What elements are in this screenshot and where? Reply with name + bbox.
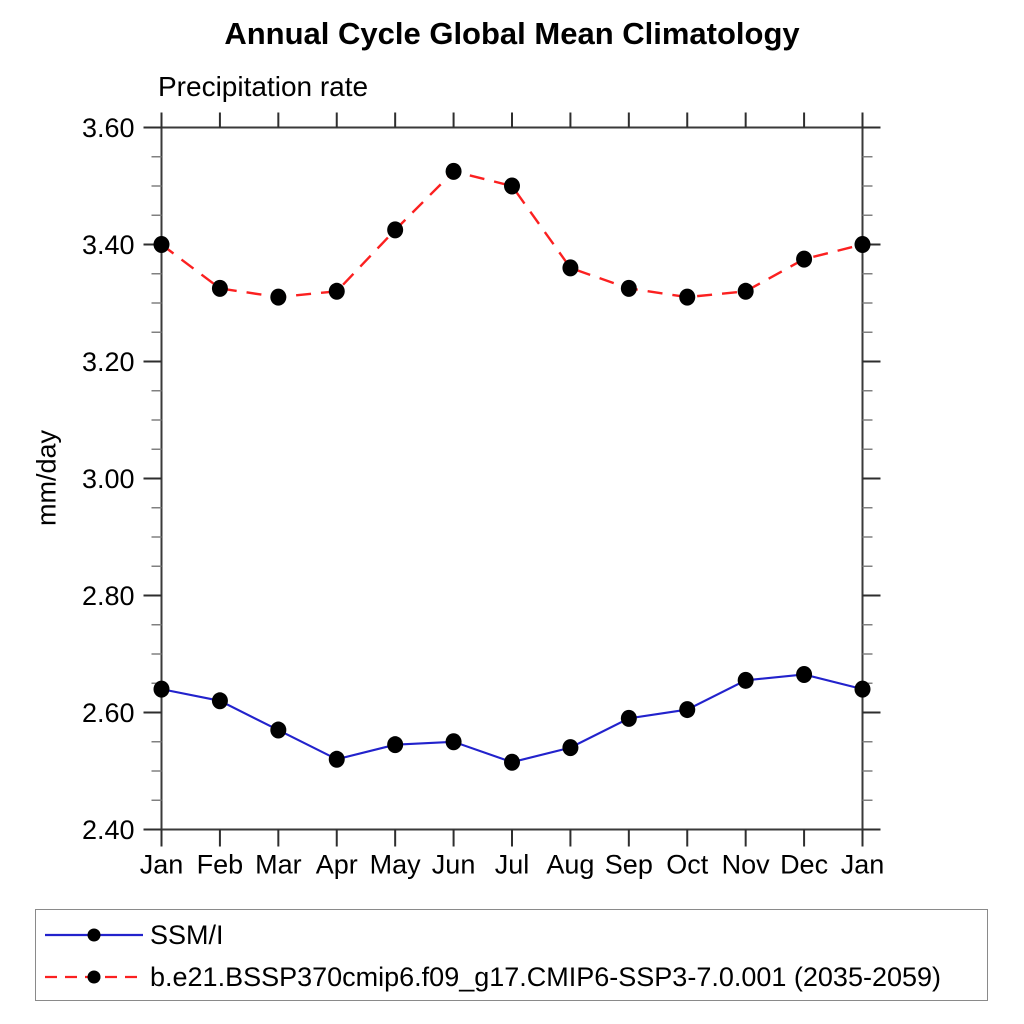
x-tick-label: Oct bbox=[666, 850, 709, 880]
legend-box: SSM/I b.e21.BSSP370cmip6.f09_g17.CMIP6-S… bbox=[35, 909, 988, 1001]
data-point-marker bbox=[737, 282, 754, 300]
data-point-marker bbox=[153, 680, 170, 698]
data-point-marker bbox=[737, 671, 754, 689]
x-tick-label: Jan bbox=[841, 850, 885, 880]
x-tick-label: Sep bbox=[605, 850, 653, 880]
y-tick-label: 2.60 bbox=[82, 698, 135, 728]
legend-line-dashed-sample bbox=[45, 970, 143, 984]
data-point-marker bbox=[562, 259, 579, 277]
x-tick-label: Aug bbox=[546, 850, 594, 880]
data-point-marker bbox=[445, 162, 462, 180]
x-tick-label: Jan bbox=[140, 850, 184, 880]
series-line-0 bbox=[161, 673, 863, 764]
data-point-marker bbox=[211, 692, 228, 710]
x-tick-label: Jun bbox=[432, 850, 476, 880]
data-point-marker bbox=[504, 753, 520, 771]
data-point-marker bbox=[270, 288, 287, 306]
x-tick-label: Nov bbox=[722, 850, 771, 880]
y-tick-label: 2.80 bbox=[82, 581, 135, 611]
y-tick-label: 3.60 bbox=[82, 113, 135, 143]
x-tick-label: Mar bbox=[255, 850, 302, 880]
data-point-marker bbox=[796, 250, 813, 268]
data-point-marker bbox=[270, 721, 287, 739]
data-point-marker bbox=[679, 288, 696, 306]
data-point-marker bbox=[328, 750, 345, 768]
legend-marker-dot-icon bbox=[87, 970, 101, 984]
legend-marker-dot-icon bbox=[87, 928, 101, 942]
data-point-marker bbox=[504, 177, 520, 195]
x-tick-label: Dec bbox=[780, 850, 828, 880]
x-tick-label: May bbox=[370, 850, 422, 880]
data-point-marker bbox=[620, 279, 637, 297]
legend-entry-ssmi: SSM/I bbox=[40, 914, 224, 956]
legend-entry-model: b.e21.BSSP370cmip6.f09_g17.CMIP6-SSP3-7.… bbox=[40, 956, 941, 998]
data-point-marker bbox=[387, 736, 404, 754]
legend-line-solid-sample bbox=[45, 928, 143, 942]
y-tick-label: 3.40 bbox=[82, 230, 135, 260]
data-point-marker bbox=[796, 665, 813, 683]
data-point-marker bbox=[328, 282, 345, 300]
legend-label: SSM/I bbox=[150, 919, 224, 950]
x-tick-label: Jul bbox=[495, 850, 530, 880]
plot-subtitle: Precipitation rate bbox=[158, 71, 369, 102]
y-tick-label: 3.00 bbox=[82, 464, 135, 494]
x-tick-label: Feb bbox=[197, 850, 244, 880]
page-title: Annual Cycle Global Mean Climatology bbox=[224, 16, 800, 51]
y-tick-label: 2.40 bbox=[82, 815, 135, 845]
data-point-marker bbox=[153, 236, 170, 253]
data-point-marker bbox=[562, 739, 579, 757]
y-tick-label: 3.20 bbox=[82, 347, 135, 377]
data-point-marker bbox=[679, 701, 696, 719]
data-point-marker bbox=[211, 279, 228, 297]
data-point-marker bbox=[620, 709, 637, 727]
data-point-marker bbox=[854, 236, 871, 253]
data-point-marker bbox=[387, 221, 404, 239]
data-point-marker bbox=[445, 733, 462, 751]
legend-label: b.e21.BSSP370cmip6.f09_g17.CMIP6-SSP3-7.… bbox=[150, 961, 942, 992]
x-tick-label: Apr bbox=[316, 850, 358, 880]
data-point-marker bbox=[854, 680, 871, 698]
